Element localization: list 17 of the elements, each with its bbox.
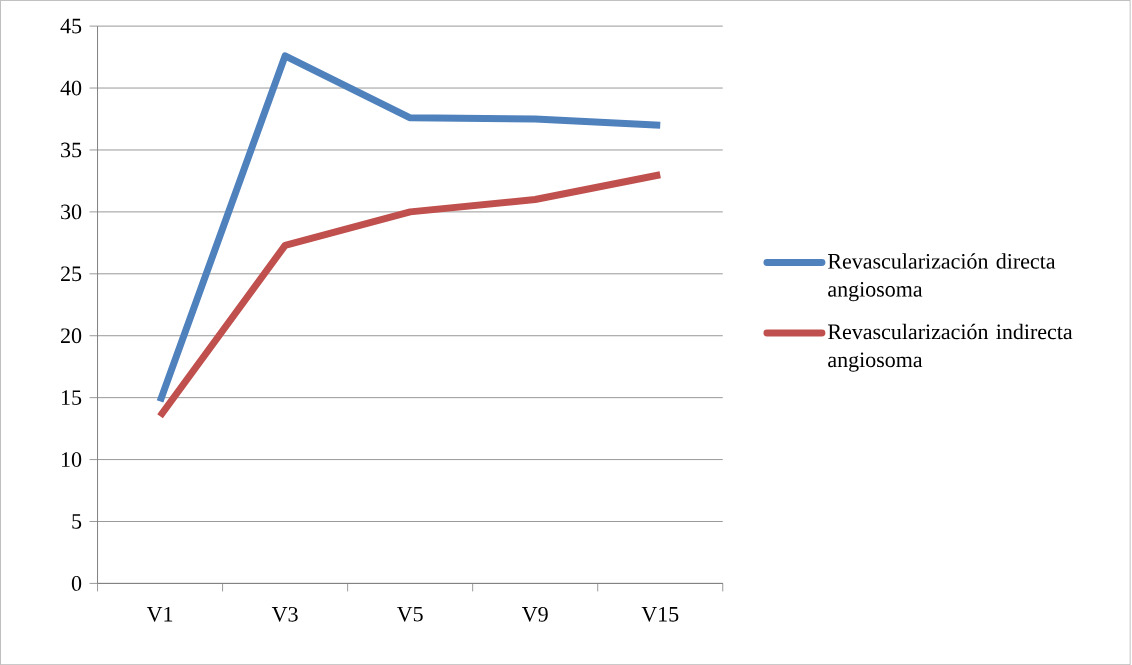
y-tick-label: 40 <box>60 80 82 96</box>
y-tick-label: 20 <box>61 328 82 344</box>
y-tick-label: 35 <box>61 142 82 158</box>
x-tick-label: V15 <box>641 606 679 622</box>
y-tick-label: 5 <box>72 514 82 529</box>
y-tick-label: 10 <box>61 452 82 467</box>
legend-label: Revascularización directa angiosoma <box>828 253 1056 302</box>
y-tick-label: 0 <box>71 575 82 591</box>
x-tick-label: V5 <box>396 606 423 622</box>
x-tick-label: V3 <box>271 606 298 622</box>
x-tick-label: V9 <box>522 606 548 622</box>
y-tick-label: 25 <box>61 266 82 282</box>
y-tick-label: 30 <box>61 204 82 220</box>
y-tick-label: 15 <box>61 390 82 405</box>
x-tick-label: V1 <box>146 606 173 622</box>
y-tick-label: 45 <box>60 18 82 34</box>
legend-label: Revascularización indirecta angiosoma <box>828 323 1073 372</box>
